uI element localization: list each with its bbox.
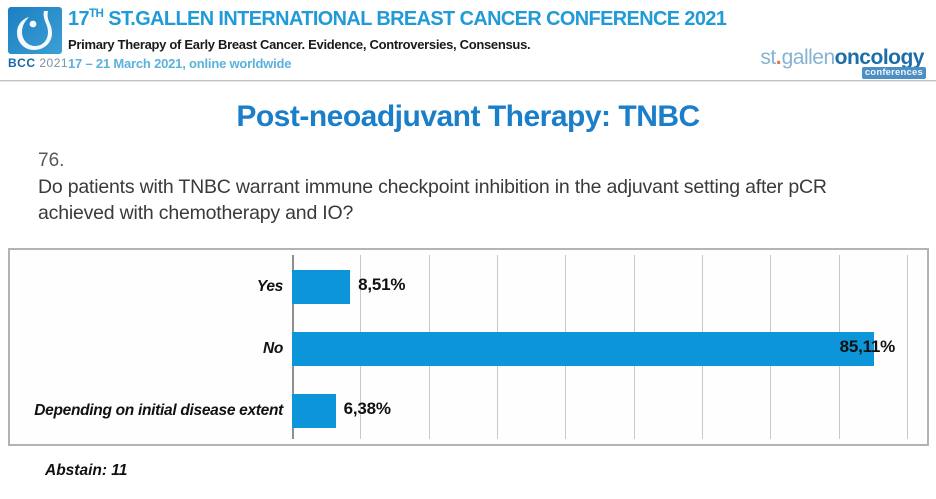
bar-area: 8,51% [292,256,907,318]
bar [292,332,874,367]
conference-subtitle: Primary Therapy of Early Breast Cancer. … [68,36,531,52]
bar-area: 6,38% [292,380,907,442]
bcc-logo-mark [8,7,62,54]
brand-dot: . [775,46,782,69]
question-block: 76. Do patients with TNBC warrant immune… [38,150,878,226]
bar-value-label: 85,11% [839,337,896,357]
question-text: Do patients with TNBC warrant immune che… [38,176,827,225]
drop-icon [17,11,52,50]
brand-gallen: gallen [781,46,836,69]
chart-rows: Yes 8,51% No 85,11% Depending on initial dis… [10,256,927,442]
brand-oncology: oncology [834,46,925,69]
bcc-caption: BCC 2021 [8,56,68,70]
poll-chart: Yes 8,51% No 85,11% Depending on initial dis… [8,248,929,447]
chart-row: Depending on initial disease extent 6,38% [10,380,927,442]
conference-dates: 17 – 21 March 2021, online worldwide [68,55,292,71]
conference-title: 17TH ST.GALLEN INTERNATIONAL BREAST CANC… [68,6,727,31]
bar-value-label: 8,51% [358,275,406,295]
bcc-logo: BCC 2021 [8,7,68,71]
category-label: No [262,340,283,358]
question-number: 76. [38,150,65,171]
brand-conferences-chip: conferences [861,67,926,79]
header-text: 17TH ST.GALLEN INTERNATIONAL BREAST CANC… [68,6,727,71]
bar-area: 85,11% [292,318,907,380]
chart-row: Yes 8,51% [10,256,927,318]
category-label: Depending on initial disease extent [34,402,283,420]
bar-value-label: 6,38% [343,399,391,419]
slide-title: Post-neoadjuvant Therapy: TNBC [236,100,700,133]
conference-header: BCC 2021 17TH ST.GALLEN INTERNATIONAL BR… [0,0,936,80]
conference-title-ordinal: TH [88,6,104,20]
category-label: Yes [256,278,283,296]
chart-row: No 85,11% [10,318,927,380]
bcc-year: 2021 [39,56,69,70]
bcc-name: BCC [8,56,36,70]
gridline [907,255,908,440]
stgallen-oncology-logo: st.gallenoncology conferences [760,46,926,79]
abstain-note: Abstain: 11 [45,462,128,480]
bar [292,270,351,305]
bar [292,394,336,429]
brand-st: st [760,46,776,69]
conference-title-number: 17 [68,6,90,30]
conference-title-rest: ST.GALLEN INTERNATIONAL BREAST CANCER CO… [103,6,727,30]
header-separator [0,80,936,82]
